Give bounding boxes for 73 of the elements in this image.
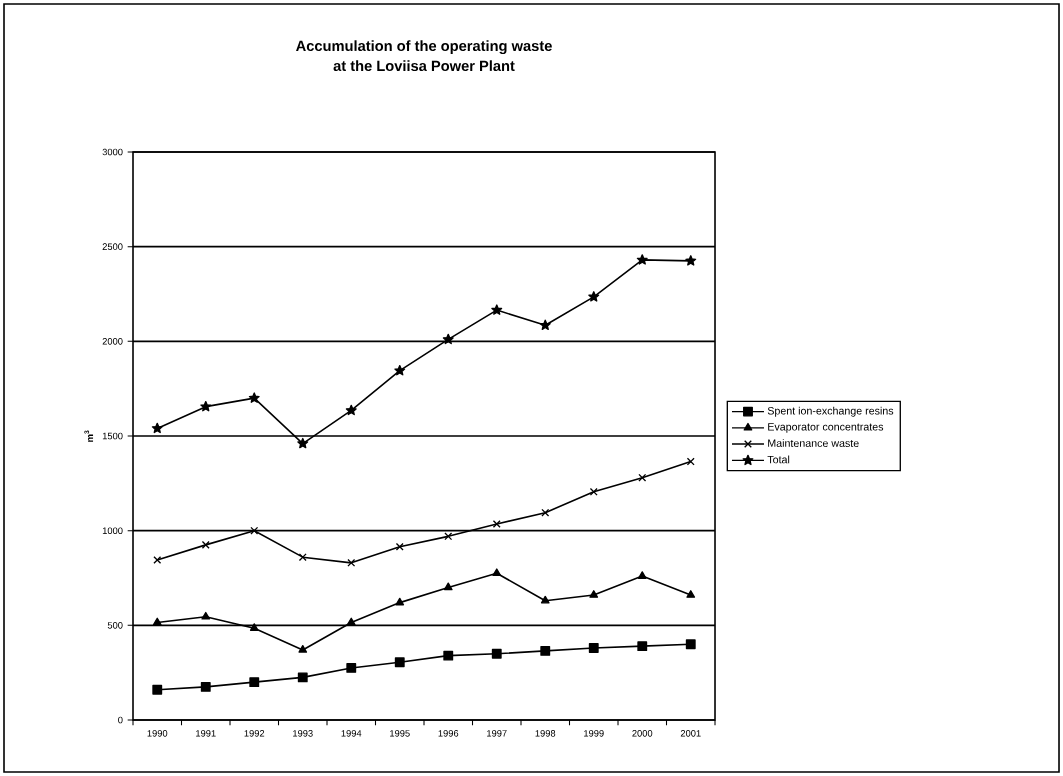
point	[297, 672, 308, 683]
point	[298, 553, 307, 562]
point	[636, 254, 648, 265]
point	[395, 542, 404, 551]
point	[200, 681, 211, 692]
point	[347, 558, 356, 567]
point	[491, 304, 503, 315]
point	[540, 595, 550, 604]
point	[588, 291, 600, 302]
point	[248, 392, 260, 403]
point	[298, 645, 308, 653]
point	[200, 400, 212, 412]
x-tick-label: 1992	[244, 730, 265, 737]
x-tick-label: 2001	[680, 730, 701, 737]
x-tick-label: 1991	[196, 730, 216, 737]
point	[685, 639, 696, 650]
point	[443, 650, 454, 661]
point	[345, 404, 357, 416]
point	[394, 364, 406, 376]
point	[346, 663, 357, 673]
point	[492, 568, 502, 577]
point	[201, 611, 211, 620]
point	[540, 645, 551, 656]
y-tick-label: 0	[118, 716, 123, 724]
point	[442, 333, 454, 345]
point	[444, 532, 453, 541]
point	[541, 508, 550, 517]
point	[394, 657, 405, 668]
x-tick-label: 1997	[487, 730, 507, 737]
point	[151, 422, 163, 434]
y-tick-label: 1500	[102, 432, 123, 440]
point	[153, 556, 162, 564]
legend-label: Total	[767, 455, 790, 464]
point	[346, 617, 356, 626]
legend-label: Maintenance waste	[768, 439, 859, 447]
x-tick-label: 1998	[535, 730, 556, 737]
point	[686, 457, 695, 466]
point	[637, 641, 648, 652]
point	[589, 590, 599, 598]
chart-title: Accumulation of the operating waste at the Loviisa Power Plant	[296, 40, 552, 72]
point	[395, 597, 405, 606]
x-tick-label: 1995	[390, 730, 410, 737]
y-axis-title: m$^{3}$	[84, 430, 94, 442]
point	[249, 623, 259, 631]
point	[201, 540, 210, 549]
point	[638, 473, 647, 482]
x-tick-label: 1990	[147, 730, 168, 737]
point	[539, 319, 551, 331]
point	[588, 643, 599, 653]
point	[637, 571, 647, 579]
point	[249, 677, 260, 688]
x-tick-label: 1994	[341, 730, 362, 737]
point	[152, 684, 163, 695]
x-tick-label: 1999	[584, 730, 604, 737]
point	[443, 582, 453, 591]
legend-label: Spent ion-exchange resins	[767, 406, 894, 417]
x-tick-label: 1996	[438, 730, 459, 737]
y-tick-label: 2000	[102, 338, 123, 345]
point	[250, 526, 259, 535]
point	[492, 520, 501, 529]
y-tick-label: 2500	[102, 243, 123, 250]
legend-label: Evaporator concentrates	[768, 423, 884, 433]
point	[152, 617, 162, 626]
y-tick-label: 1000	[102, 527, 123, 534]
x-tick-label: 2000	[632, 730, 653, 737]
y-tick-label: 500	[107, 622, 123, 629]
point	[491, 648, 502, 659]
y-tick-label: 3000	[102, 148, 123, 156]
point	[685, 255, 697, 266]
point	[589, 487, 598, 496]
point	[297, 437, 309, 449]
point	[686, 590, 696, 598]
x-tick-label: 1993	[293, 730, 313, 737]
